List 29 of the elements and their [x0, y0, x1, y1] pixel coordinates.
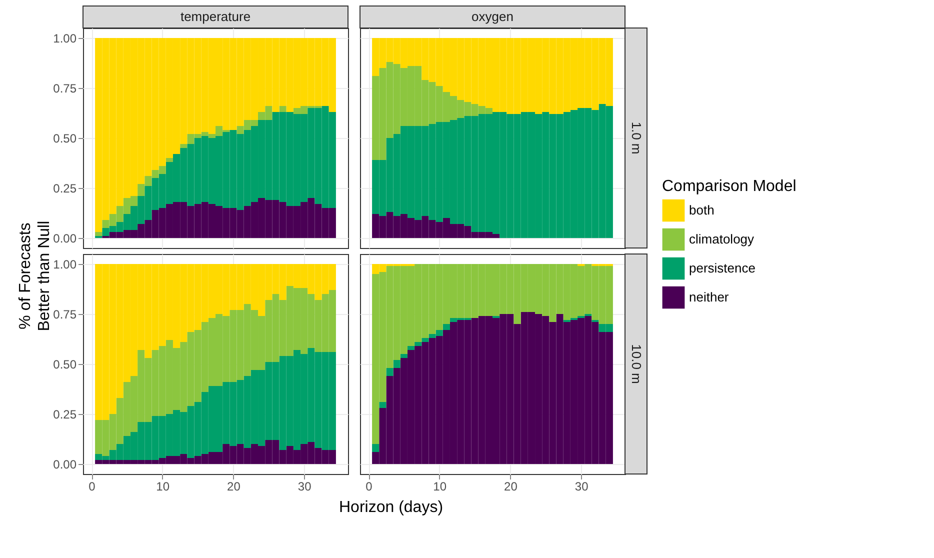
x-tick-label: 20 — [227, 480, 241, 494]
x-tick-label: 20 — [504, 480, 518, 494]
x-tick-label: 0 — [366, 480, 373, 494]
x-tick-label: 30 — [298, 480, 312, 494]
y-axis-title: % of Forecasts Better than Null — [17, 220, 53, 332]
x-axis-title: Horizon (days) — [338, 499, 444, 516]
chart-title: oxygen — [472, 9, 514, 24]
x-tick-label: 30 — [574, 480, 589, 494]
legend-label: persistence — [689, 260, 756, 276]
x-tick-label: 0 — [88, 480, 96, 494]
y-tick-label: 1.00 — [53, 258, 77, 272]
y-tick-label: 0.50 — [53, 358, 77, 372]
y-tick-label: 0.75 — [53, 82, 77, 96]
y-tick-label: 0.00 — [53, 458, 77, 472]
y-tick-label: 0.50 — [53, 132, 77, 146]
legend-label: neither — [689, 290, 730, 304]
y-tick-label: 1.00 — [53, 32, 77, 46]
legend-title: Comparison Model — [662, 178, 796, 195]
legend-label: climatology — [689, 232, 755, 246]
y2-axis-title: 1.0 m — [629, 122, 644, 154]
y-tick-label: 0.25 — [53, 182, 77, 196]
x-tick-label: 10 — [433, 480, 447, 494]
legend-label: both — [689, 202, 714, 218]
y-tick-label: 0.25 — [53, 408, 77, 422]
y-tick-label: 0.75 — [53, 308, 77, 322]
y2-axis-title: 10.0 m — [629, 344, 644, 384]
y-tick-label: 0.00 — [53, 232, 77, 246]
x-tick-label: 10 — [156, 480, 170, 494]
chart-title: temperature — [180, 9, 251, 24]
